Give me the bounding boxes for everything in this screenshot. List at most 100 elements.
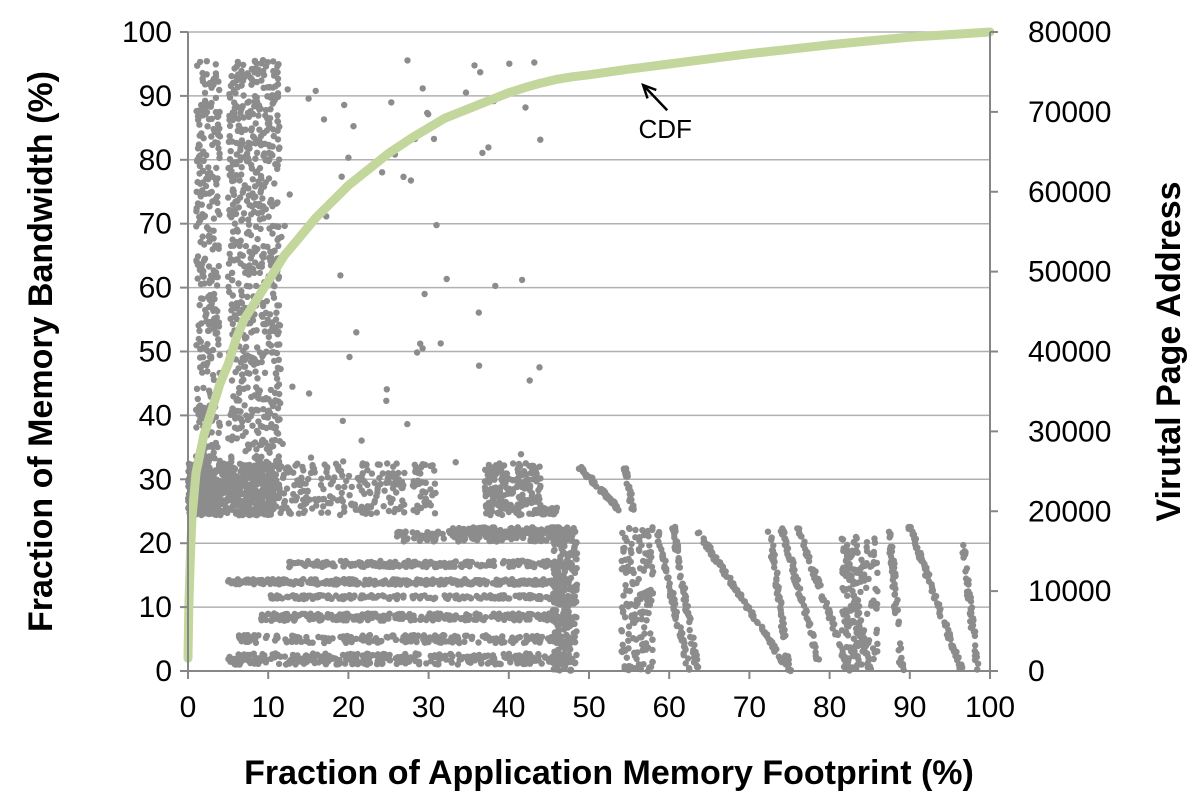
scatter-point xyxy=(227,315,234,322)
scatter-point xyxy=(262,634,270,641)
scatter-point xyxy=(226,133,233,140)
scatter-point xyxy=(529,465,536,472)
scatter-point xyxy=(781,541,789,549)
scatter-point xyxy=(249,441,256,448)
scatter-series xyxy=(185,57,982,675)
scatter-point xyxy=(573,651,580,659)
scatter-point xyxy=(422,578,429,586)
scatter-point xyxy=(398,478,406,485)
scatter-point xyxy=(532,538,539,545)
scatter-point xyxy=(682,593,690,601)
scatter-point xyxy=(469,529,476,536)
scatter-point xyxy=(251,93,259,100)
scatter-point xyxy=(623,587,630,594)
scatter-point xyxy=(195,322,202,329)
scatter-point xyxy=(196,162,204,170)
scatter-point xyxy=(521,468,528,476)
scatter-point xyxy=(571,599,579,606)
scatter-point xyxy=(224,509,231,517)
scatter-point xyxy=(252,368,259,375)
scatter-point xyxy=(468,633,476,640)
scatter-point xyxy=(236,384,243,392)
scatter-point xyxy=(768,534,775,541)
scatter-point xyxy=(226,122,234,129)
scatter-point xyxy=(427,530,435,538)
scatter-point xyxy=(258,209,266,216)
scatter-point xyxy=(253,384,260,391)
scatter-point xyxy=(345,472,353,480)
scatter-point xyxy=(482,478,489,485)
scatter-point xyxy=(846,644,853,651)
scatter-point xyxy=(416,537,423,544)
scatter-point xyxy=(234,395,241,403)
scatter-point xyxy=(485,505,493,512)
scatter-point xyxy=(864,610,871,617)
scatter-point xyxy=(216,125,223,132)
scatter-point xyxy=(384,460,391,467)
scatter-point xyxy=(228,436,235,444)
scatter-point xyxy=(404,638,411,645)
scatter-point xyxy=(470,578,477,586)
scatter-point xyxy=(294,633,301,641)
scatter-point xyxy=(205,453,213,460)
scatter-point xyxy=(552,579,559,586)
scatter-point xyxy=(225,283,232,291)
scatter-point xyxy=(508,529,516,536)
scatter-point xyxy=(512,592,519,599)
scatter-point xyxy=(196,213,203,221)
scatter-point xyxy=(270,612,277,619)
scatter-point xyxy=(203,362,210,369)
scatter-point xyxy=(438,632,446,640)
scatter-point xyxy=(205,443,212,450)
scatter-point xyxy=(207,169,214,177)
scatter-point xyxy=(271,247,278,254)
scatter-point xyxy=(809,641,816,648)
scatter-point xyxy=(235,71,242,78)
scatter-point xyxy=(244,99,251,106)
scatter-point xyxy=(371,497,378,505)
scatter-point xyxy=(526,510,533,517)
scatter-point xyxy=(262,106,270,114)
scatter-point xyxy=(274,341,281,348)
scatter-point xyxy=(649,658,656,666)
scatter-point xyxy=(235,280,242,287)
scatter-point xyxy=(415,480,423,487)
scatter-point xyxy=(769,547,777,555)
scatter-point xyxy=(555,626,562,633)
scatter-point xyxy=(254,393,261,400)
scatter-point xyxy=(423,660,430,667)
scatter-point xyxy=(506,60,513,67)
scatter-point xyxy=(210,307,217,314)
scatter-point xyxy=(240,61,247,69)
scatter-point xyxy=(482,614,489,621)
scatter-point xyxy=(437,340,444,347)
scatter-point xyxy=(239,418,246,425)
scatter-point xyxy=(500,592,508,599)
scatter-point xyxy=(274,118,281,125)
scatter-point xyxy=(348,483,355,491)
scatter-point xyxy=(379,592,386,599)
scatter-point xyxy=(853,569,860,576)
scatter-point xyxy=(236,309,243,316)
scatter-point xyxy=(696,529,703,536)
scatter-point xyxy=(523,525,530,532)
scatter-point xyxy=(779,527,786,534)
scatter-point xyxy=(485,527,492,535)
scatter-point xyxy=(528,580,535,587)
scatter-point xyxy=(364,466,371,474)
scatter-point xyxy=(251,492,258,499)
scatter-point xyxy=(424,536,431,544)
scatter-point xyxy=(781,633,788,640)
scatter-point xyxy=(228,269,236,276)
scatter-point xyxy=(350,123,357,130)
scatter-point xyxy=(874,640,881,647)
scatter-point xyxy=(524,558,531,565)
scatter-point xyxy=(571,613,578,620)
scatter-point xyxy=(309,461,316,469)
scatter-point xyxy=(251,454,258,461)
scatter-point xyxy=(552,607,560,614)
scatter-point xyxy=(485,144,492,151)
scatter-point xyxy=(201,89,209,97)
scatter-point xyxy=(362,654,369,661)
scatter-point xyxy=(265,213,272,220)
